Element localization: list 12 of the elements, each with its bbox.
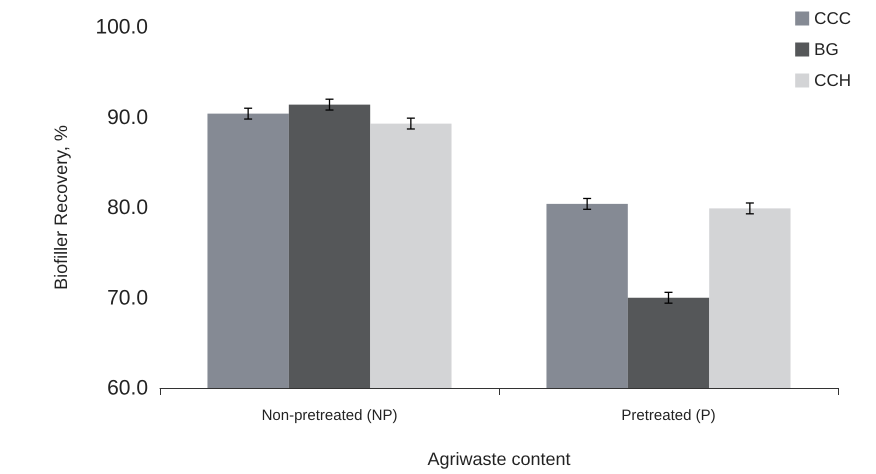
y-axis-title: Biofiller Recovery, % [51, 125, 71, 290]
x-axis-title: Agriwaste content [427, 449, 571, 469]
y-tick-label: 60.0 [107, 376, 148, 400]
y-tick-label: 70.0 [107, 286, 148, 310]
legend-label: BG [814, 40, 839, 59]
legend-label: CCC [814, 9, 852, 28]
x-tick-label: Pretreated (P) [621, 407, 716, 424]
y-tick-label: 90.0 [107, 106, 148, 129]
y-tick-label: 80.0 [107, 196, 148, 219]
legend-label: CCH [814, 71, 852, 90]
x-tick-label: Non-pretreated (NP) [262, 407, 398, 424]
y-tick-label: 100.0 [95, 16, 148, 38]
